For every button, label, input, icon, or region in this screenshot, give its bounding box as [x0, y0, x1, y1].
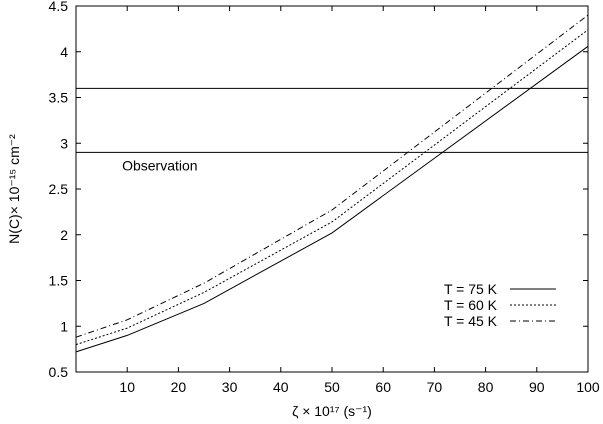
y-tick-label: 2 — [60, 227, 68, 243]
annotations: Observation — [122, 158, 197, 174]
x-tick-label: 10 — [119, 379, 135, 395]
legend: T = 75 KT = 60 KT = 45 K — [444, 281, 556, 329]
x-tick-label: 20 — [171, 379, 187, 395]
y-tick-label: 3.5 — [49, 90, 69, 106]
y-tick-label: 2.5 — [49, 181, 69, 197]
y-tick-label: 1.5 — [49, 273, 69, 289]
y-tick-label: 0.5 — [49, 364, 69, 380]
legend-label: T = 45 K — [444, 313, 498, 329]
x-ticks: 10 20 30 40 50 60 70 80 90 100 — [119, 6, 600, 395]
x-tick-label: 90 — [529, 379, 545, 395]
legend-label: T = 60 K — [444, 297, 498, 313]
legend-label: T = 75 K — [444, 281, 498, 297]
observation-lines — [76, 87, 588, 153]
y-tick-label: 3 — [60, 135, 68, 151]
y-tick-label: 4 — [60, 44, 68, 60]
annotation-label: Observation — [122, 158, 197, 174]
y-tick-label: 1 — [60, 318, 68, 334]
x-tick-label: 70 — [427, 379, 443, 395]
series-lines — [75, 14, 589, 353]
y-tick-label: 4.5 — [49, 0, 69, 14]
x-tick-label: 100 — [576, 379, 600, 395]
x-tick-label: 50 — [324, 379, 340, 395]
y-ticks: 0.5 1 1.5 2 2.5 3 3.5 4 4.5 — [49, 0, 588, 380]
plot-frame — [75, 5, 589, 373]
series-line — [75, 29, 589, 346]
x-tick-label: 40 — [273, 379, 289, 395]
x-tick-label: 80 — [478, 379, 494, 395]
x-axis-label: ζ × 10¹⁷ (s⁻¹) — [292, 403, 372, 419]
x-tick-label: 60 — [375, 379, 391, 395]
series-line — [75, 45, 589, 353]
y-axis-label: N(C)× 10⁻¹⁵ cm⁻² — [6, 134, 22, 244]
series-line — [75, 14, 589, 338]
x-tick-label: 30 — [222, 379, 238, 395]
